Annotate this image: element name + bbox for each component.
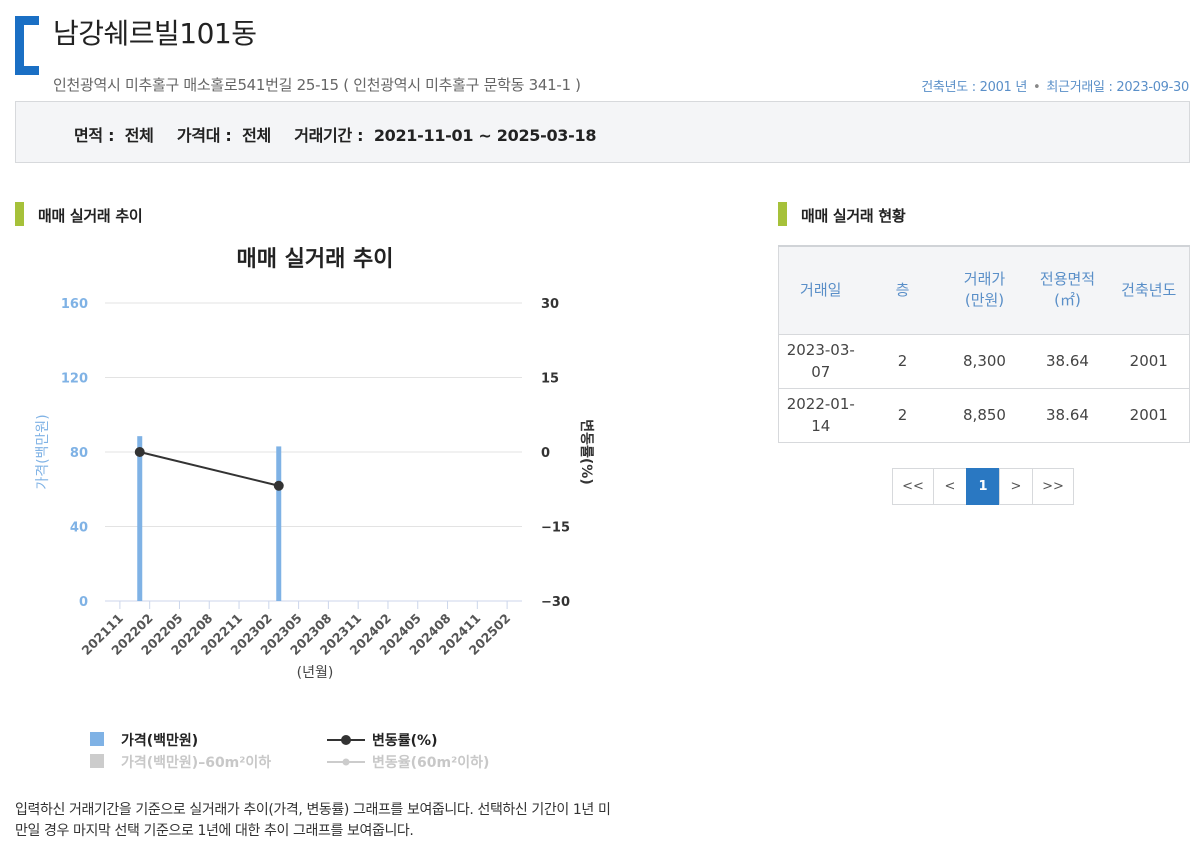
page-last-button[interactable]: >> (1032, 468, 1074, 505)
transaction-table: 거래일 층 거래가 (만원) 전용면적 (㎡) 건축년도 2023-03- 07 2 8,… (778, 245, 1190, 443)
chart-title: 매매 실거래 추이 (237, 247, 394, 272)
col-area: 전용면적 (㎡) (1026, 245, 1109, 335)
x-axis-title: (년월) (297, 665, 334, 681)
table-header-row: 거래일 층 거래가 (만원) 전용면적 (㎡) 건축년도 (778, 245, 1190, 335)
y2-tick-label: −15 (541, 521, 570, 536)
table-row: 2023-03- 07 2 8,300 38.64 2001 (778, 334, 1190, 389)
cell-area: 38.64 (1026, 388, 1109, 443)
change-rate-line (139, 451, 279, 487)
cell-price: 8,300 (942, 334, 1027, 389)
chart-note: 입력하신 거래기간을 기준으로 실거래가 추이(가격, 변동률) 그래프를 보여… (15, 802, 611, 839)
cell-floor: 2 (862, 388, 943, 443)
area-label: 면적 : (74, 126, 115, 145)
change-rate-point (134, 447, 145, 457)
y2-tick-label: 30 (541, 297, 559, 312)
legend-label: 변동율(60m²이하) (372, 754, 489, 771)
legend-swatch (90, 732, 104, 746)
y-tick-label: 160 (61, 297, 88, 312)
y2-axis-title: 변동률(%) (578, 419, 595, 484)
heading-accent-bar (778, 202, 787, 226)
price-bar (276, 446, 282, 601)
col-build-year: 건축년도 (1108, 245, 1190, 335)
legend-label: 가격(백만원) (121, 732, 198, 749)
last-trade-date: 최근거래일 : 2023-09-30 (1046, 80, 1189, 95)
legend-swatch (90, 754, 104, 768)
cell-price: 8,850 (942, 388, 1027, 443)
building-meta: 건축년도 : 2001 년 • 최근거래일 : 2023-09-30 (921, 76, 1189, 95)
y2-tick-label: 0 (541, 446, 550, 461)
legend-label: 변동률(%) (372, 732, 437, 749)
price-bar (137, 436, 143, 601)
page-first-button[interactable]: << (892, 468, 934, 505)
separator-dot: • (1033, 80, 1041, 95)
period-value: 2021-11-01 ~ 2025-03-18 (373, 126, 597, 145)
col-floor: 층 (862, 245, 943, 335)
price-label: 가격대 : (176, 126, 232, 145)
pagination: << < 1 > >> (892, 468, 1074, 505)
address: 인천광역시 미추홀구 매소홀로541번길 25-15 ( 인천광역시 미추홀구 … (53, 76, 581, 94)
cell-area: 38.64 (1026, 334, 1109, 389)
col-price: 거래가 (만원) (942, 245, 1027, 335)
cell-date: 2023-03- 07 (778, 334, 863, 389)
legend-marker (341, 735, 351, 745)
y-tick-label: 40 (70, 521, 88, 536)
table-row: 2022-01- 14 2 8,850 38.64 2001 (778, 388, 1190, 443)
price-value: 전체 (242, 126, 271, 145)
cell-date: 2022-01- 14 (778, 388, 863, 443)
page-current-button[interactable]: 1 (966, 468, 1000, 505)
page-title: 남강쉐르빌101동 (53, 17, 257, 50)
y-tick-label: 0 (79, 595, 88, 610)
cell-floor: 2 (862, 334, 943, 389)
price-trend-chart: 매매 실거래 추이04080120160−30−1501530202111202… (35, 247, 595, 771)
y2-tick-label: 15 (541, 372, 559, 387)
title-bracket-icon (15, 16, 39, 75)
filter-summary: 면적 : 전체 가격대 : 전체 거래기간 : 2021-11-01 ~ 202… (15, 101, 1190, 163)
heading-accent-bar (15, 202, 24, 226)
y-tick-label: 80 (70, 446, 88, 461)
change-rate-point (273, 480, 284, 491)
y-axis-title: 가격(백만원) (35, 414, 51, 489)
y-tick-label: 120 (61, 372, 88, 387)
build-year: 건축년도 : 2001 년 (921, 80, 1028, 95)
period-label: 거래기간 : (294, 126, 364, 145)
legend-label: 가격(백만원)–60m²이하 (121, 754, 271, 771)
legend-marker (342, 758, 350, 766)
y2-tick-label: −30 (541, 595, 570, 610)
area-value: 전체 (124, 126, 154, 145)
col-date: 거래일 (778, 245, 863, 335)
cell-build-year: 2001 (1108, 334, 1190, 389)
page-next-button[interactable]: > (999, 468, 1033, 505)
page-prev-button[interactable]: < (933, 468, 967, 505)
cell-build-year: 2001 (1108, 388, 1190, 443)
